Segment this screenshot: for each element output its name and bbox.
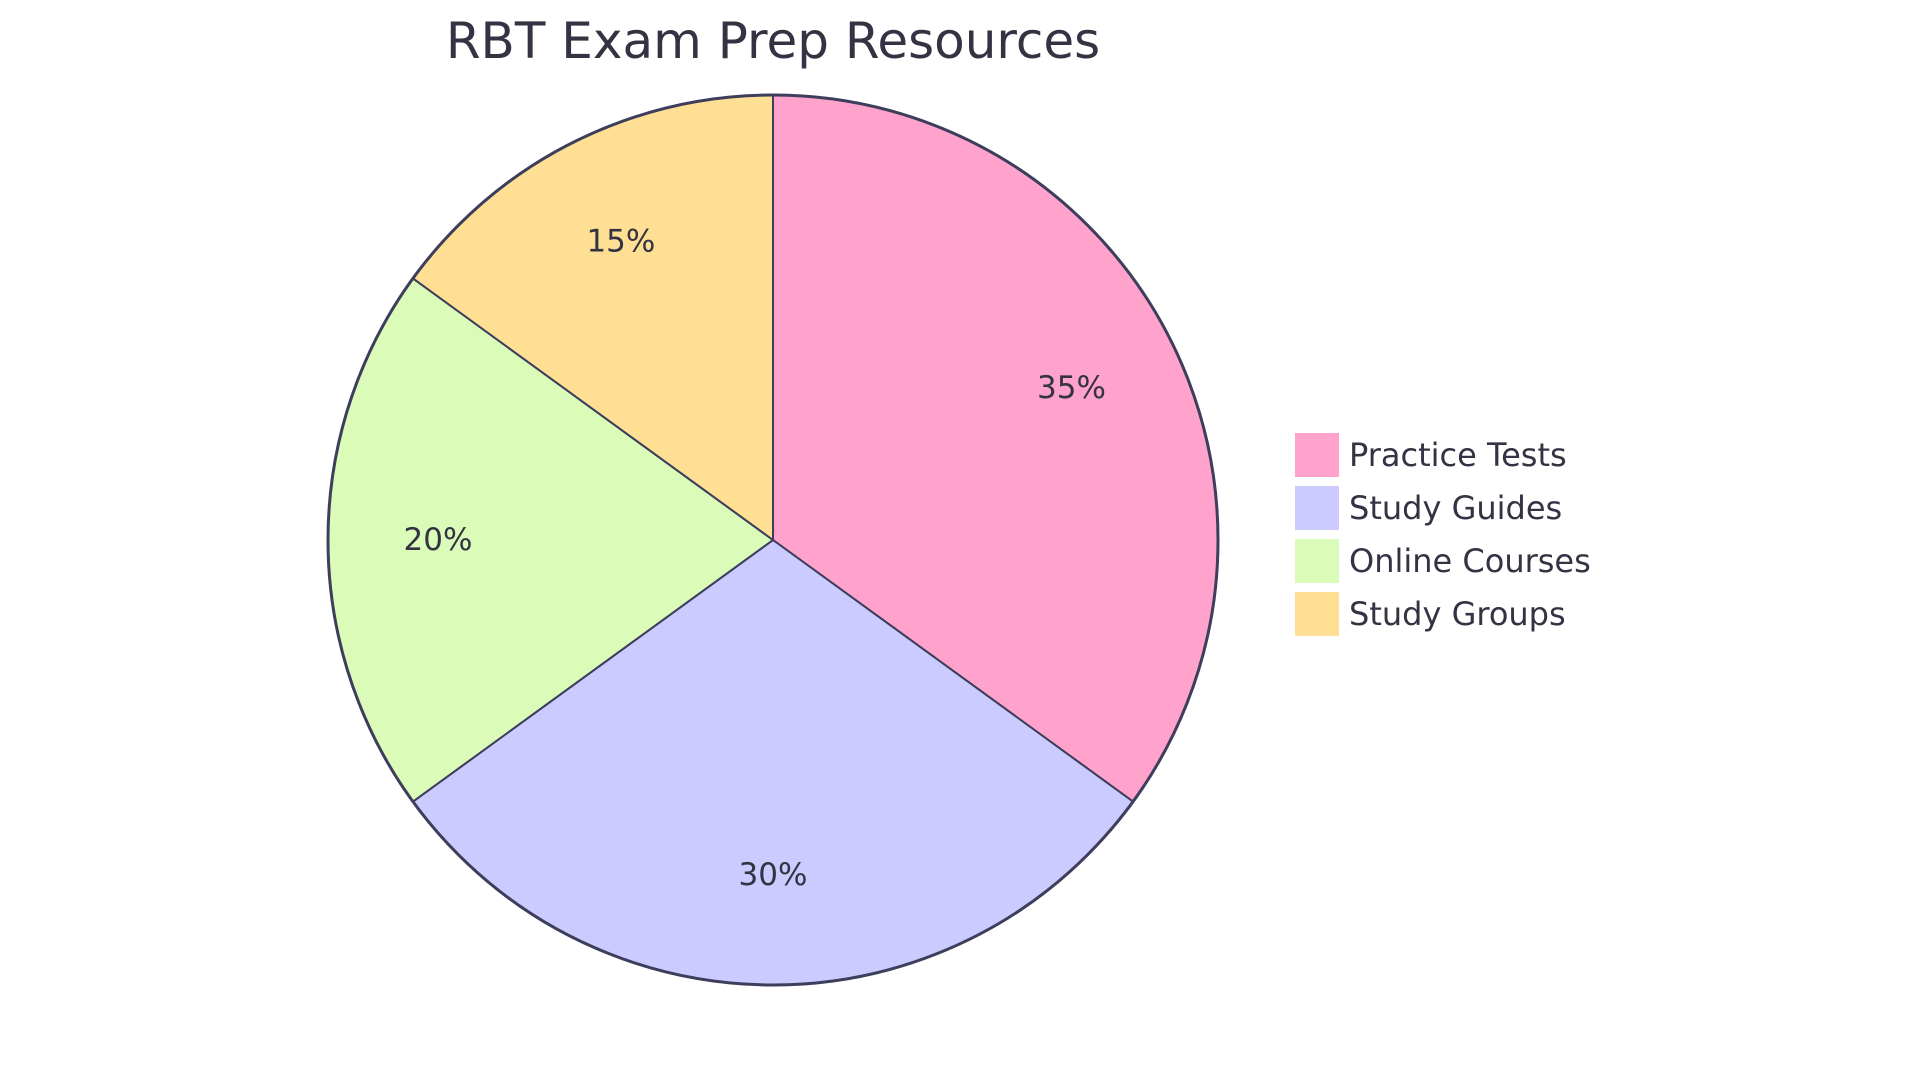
- chart-title: RBT Exam Prep Resources: [446, 12, 1100, 70]
- legend-label: Practice Tests: [1349, 436, 1567, 474]
- legend-swatch: [1295, 592, 1339, 636]
- legend: Practice Tests Study Guides Online Courses…: [1295, 433, 1591, 636]
- pie-outline: [326, 93, 1220, 987]
- slice-value-label: 15%: [586, 224, 655, 260]
- legend-label: Study Guides: [1349, 489, 1562, 527]
- slice-value-label: 20%: [404, 522, 473, 558]
- pie-slice-labels: 35% 30% 20% 15%: [404, 224, 1106, 893]
- pie-slices: [326, 93, 1220, 987]
- legend-swatch: [1295, 433, 1339, 477]
- legend-swatch: [1295, 539, 1339, 583]
- legend-swatch: [1295, 486, 1339, 530]
- slice-value-label: 30%: [739, 857, 808, 893]
- legend-label: Study Groups: [1349, 595, 1566, 633]
- slice-value-label: 35%: [1037, 370, 1106, 406]
- legend-label: Online Courses: [1349, 542, 1591, 580]
